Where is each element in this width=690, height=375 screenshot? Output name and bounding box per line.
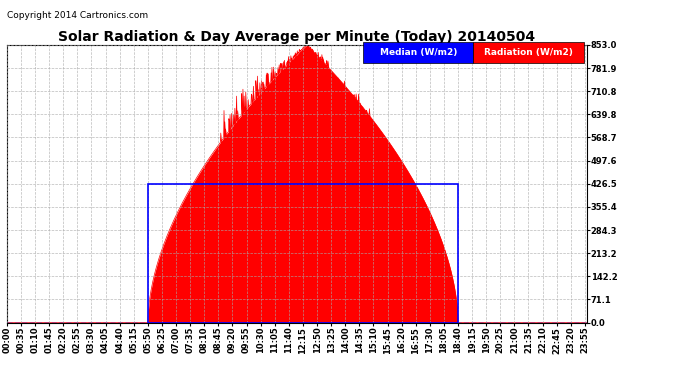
Title: Solar Radiation & Day Average per Minute (Today) 20140504: Solar Radiation & Day Average per Minute… (58, 30, 535, 44)
Text: Median (W/m2): Median (W/m2) (380, 48, 457, 57)
Text: Copyright 2014 Cartronics.com: Copyright 2014 Cartronics.com (7, 11, 148, 20)
Text: Radiation (W/m2): Radiation (W/m2) (484, 48, 573, 57)
FancyBboxPatch shape (364, 42, 473, 63)
FancyBboxPatch shape (473, 42, 584, 63)
Bar (148, 184, 458, 322)
